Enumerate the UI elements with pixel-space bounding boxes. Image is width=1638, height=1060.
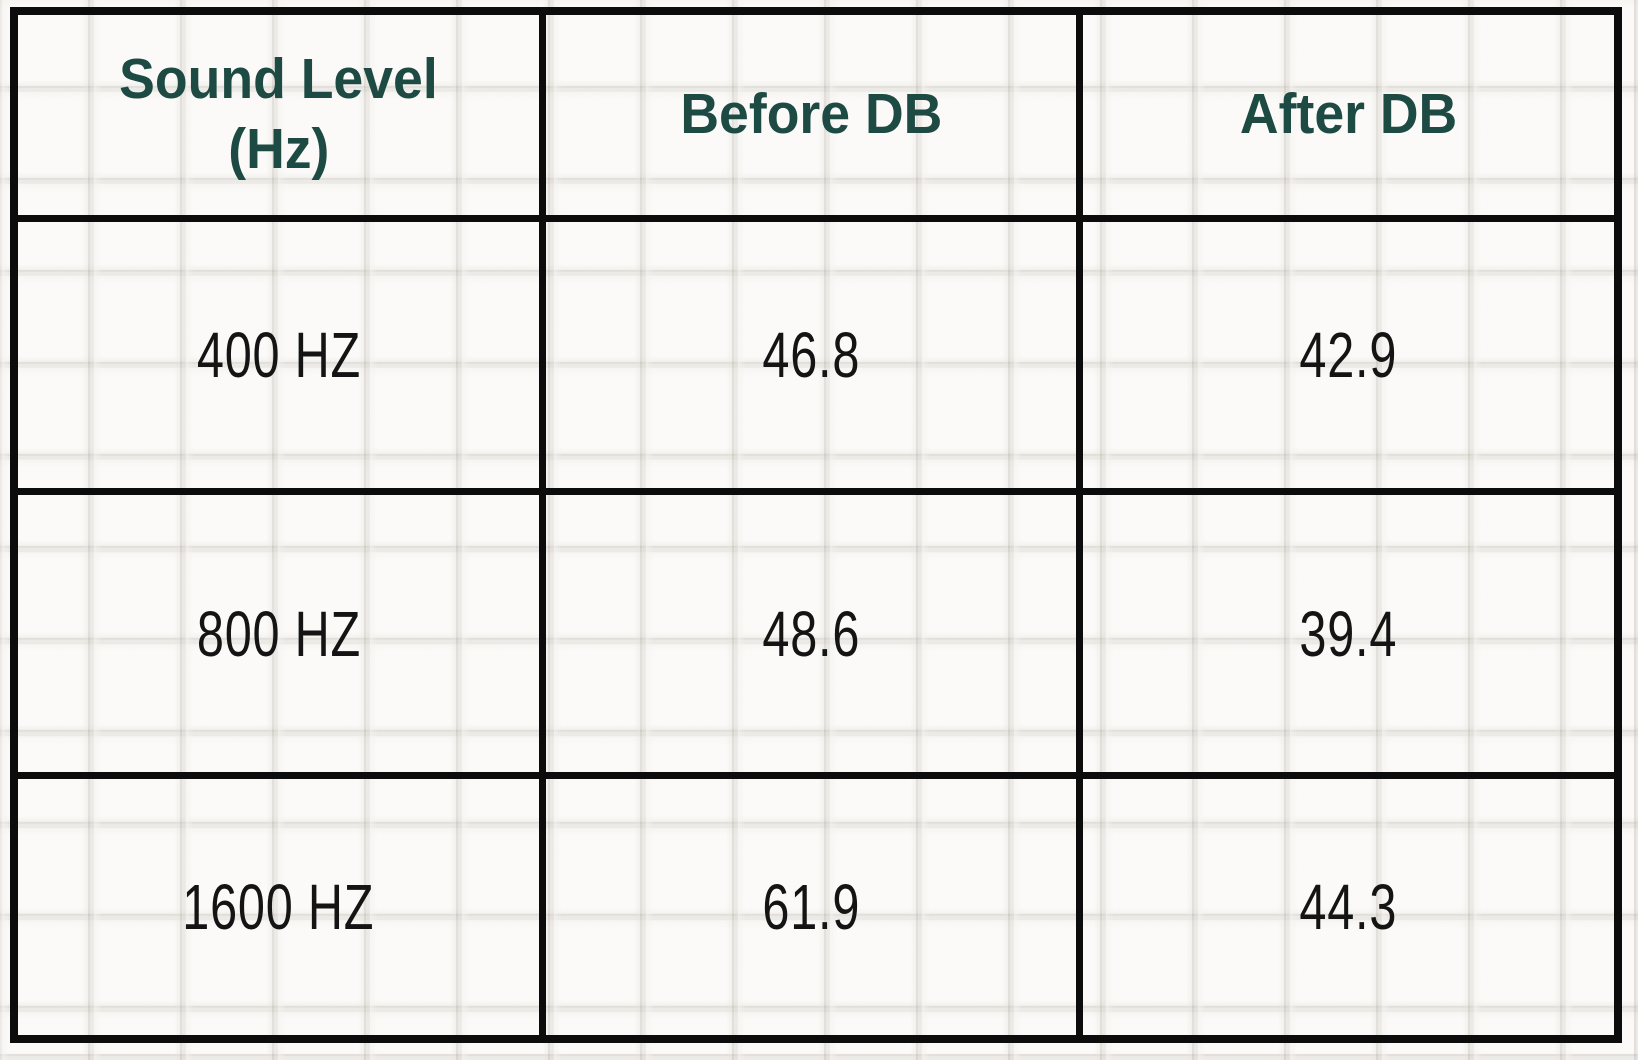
row3-freq-value: 1600 HZ xyxy=(182,871,375,943)
row1-after-cell: 42.9 xyxy=(1083,222,1614,495)
row1-after-value: 42.9 xyxy=(1299,319,1398,391)
row3-before-value: 61.9 xyxy=(762,871,860,943)
header-before-db: Before DB xyxy=(546,15,1083,222)
row1-freq-cell: 400 HZ xyxy=(18,222,546,495)
row1-before-cell: 46.8 xyxy=(546,222,1083,495)
header-before-db-label: Before DB xyxy=(680,82,942,147)
row2-freq-value: 800 HZ xyxy=(196,597,361,670)
row3-after-value: 44.3 xyxy=(1299,871,1398,943)
row1-freq-value: 400 HZ xyxy=(196,319,361,391)
row2-before-cell: 48.6 xyxy=(546,495,1083,779)
row2-after-cell: 39.4 xyxy=(1083,495,1614,779)
row3-freq-cell: 1600 HZ xyxy=(18,779,546,1035)
sound-level-table: Sound Level (Hz) Before DB After DB 400 … xyxy=(10,7,1622,1043)
header-sound-level-line2: (Hz) xyxy=(227,117,330,181)
row2-after-value: 39.4 xyxy=(1299,597,1398,670)
header-sound-level-line1: Sound Level xyxy=(119,47,438,112)
header-sound-level: Sound Level (Hz) xyxy=(18,15,546,222)
row2-before-value: 48.6 xyxy=(762,597,860,670)
row1-before-value: 46.8 xyxy=(762,319,860,391)
header-after-db-label: After DB xyxy=(1239,82,1458,147)
row2-freq-cell: 800 HZ xyxy=(18,495,546,779)
row3-after-cell: 44.3 xyxy=(1083,779,1614,1035)
header-after-db: After DB xyxy=(1083,15,1614,222)
row3-before-cell: 61.9 xyxy=(546,779,1083,1035)
